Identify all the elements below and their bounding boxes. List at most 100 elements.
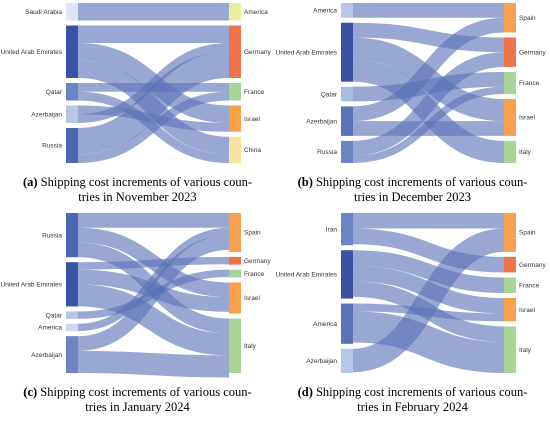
caption-d: (d) Shipping cost increments of various …: [275, 385, 550, 415]
sankey-link-united-arab-emirates-to-germany: [352, 22, 505, 53]
source-node-america: [341, 3, 353, 18]
source-label-qatar: Qatar: [46, 312, 63, 319]
target-node-israel: [504, 99, 516, 136]
source-node-qatar: [66, 83, 78, 101]
caption-b: (b) Shipping cost increments of various …: [275, 175, 550, 205]
caption-a: (a) Shipping cost increments of various …: [0, 175, 275, 205]
sankey-link-united-arab-emirates-to-france: [352, 250, 505, 293]
sankey-panel-b: America United Arab Emirates Qatar Azerbaij…: [275, 0, 550, 168]
target-label-france: France: [519, 80, 540, 87]
caption-c-letter: (c): [23, 385, 38, 399]
target-label-france: France: [244, 89, 265, 96]
caption-a-letter: (a): [22, 175, 38, 189]
sankey-link-iran-to-germany: [352, 228, 505, 273]
source-node-united-arab-emirates: [341, 22, 353, 82]
source-node-united-arab-emirates: [66, 262, 78, 307]
target-label-germany: Germany: [519, 49, 546, 56]
source-label-azerbaijan: Azerbaijan: [306, 358, 337, 365]
target-node-spain: [504, 213, 516, 252]
target-node-germany: [229, 25, 241, 78]
source-label-united-arab-emirates: United Arab Emirates: [1, 282, 63, 289]
caption-d-letter: (d): [297, 385, 313, 399]
target-node-italy: [504, 140, 516, 163]
target-label-israel: Israel: [519, 307, 535, 314]
sankey-links-d: [352, 213, 505, 373]
target-node-france: [229, 83, 241, 101]
source-label-united-arab-emirates: United Arab Emirates: [276, 272, 338, 279]
caption-d-line1: (d) Shipping cost increments of various …: [275, 385, 550, 400]
sankey-chart-d: Iran United Arab Emirates America Azerbaija…: [276, 213, 546, 373]
source-node-united-arab-emirates: [66, 25, 78, 78]
target-node-germany: [229, 256, 241, 265]
target-label-spain: Spain: [519, 230, 536, 237]
caption-d-line2: tries in February 2024: [357, 400, 468, 414]
target-node-israel: [504, 298, 516, 322]
target-node-france: [229, 269, 241, 278]
target-node-america: [229, 3, 241, 21]
target-label-germany: Germany: [244, 258, 271, 265]
target-label-italy: Italy: [519, 347, 532, 354]
sankey-link-united-arab-emirates-to-italy: [77, 284, 230, 356]
sankey-chart-a: Saudi Arabia United Arab Emirates Qatar Aze…: [1, 2, 271, 163]
sankey-links-b: [352, 2, 505, 164]
sankey-link-russia-to-france: [77, 91, 230, 163]
sankey-link-azerbaijan-to-germany: [77, 43, 230, 123]
target-node-germany: [504, 37, 516, 67]
target-label-israel: Israel: [244, 295, 260, 302]
sankey-link-america-to-italy: [352, 311, 505, 373]
source-label-azerbaijan: Azerbaijan: [306, 118, 337, 125]
target-node-china: [229, 136, 241, 163]
caption-b-letter: (b): [297, 175, 313, 189]
source-node-russia: [66, 213, 78, 258]
source-node-america: [341, 303, 353, 344]
target-node-italy: [504, 326, 516, 373]
source-node-azerbaijan: [66, 336, 78, 373]
caption-c-line1: (c) Shipping cost increments of various …: [0, 385, 275, 400]
sankey-panel-d: Iran United Arab Emirates America Azerbaija…: [275, 210, 550, 378]
target-node-germany: [504, 256, 516, 273]
source-label-russia: Russia: [42, 143, 62, 150]
source-label-iran: Iran: [326, 226, 338, 233]
source-label-qatar: Qatar: [321, 91, 338, 98]
target-label-italy: Italy: [519, 149, 532, 156]
sankey-link-qatar-to-france: [352, 71, 505, 102]
caption-c-text1: Shipping cost increments of various coun…: [40, 385, 252, 399]
source-label-united-arab-emirates: United Arab Emirates: [276, 49, 338, 56]
source-node-azerbaijan: [66, 105, 78, 123]
source-label-america: America: [313, 8, 337, 15]
target-label-spain: Spain: [244, 230, 261, 237]
target-node-israel: [229, 105, 241, 132]
source-node-saudi-arabia: [66, 3, 78, 21]
source-label-america: America: [38, 325, 62, 332]
source-node-qatar: [341, 86, 353, 102]
source-label-united-arab-emirates: United Arab Emirates: [1, 49, 63, 56]
source-node-russia: [341, 140, 353, 163]
sankey-link-united-arab-emirates-to-germany: [77, 256, 230, 270]
source-label-azerbaijan: Azerbaijan: [31, 111, 62, 118]
caption-a-text1: Shipping cost increments of various coun…: [40, 175, 253, 189]
target-label-israel: Israel: [519, 115, 535, 122]
sankey-link-russia-to-germany: [352, 52, 505, 156]
sankey-links-c: [77, 213, 230, 378]
sankey-link-azerbaijan-to-spain: [352, 228, 505, 373]
source-node-america: [66, 323, 78, 332]
caption-c-line2: tries in January 2024: [85, 400, 190, 414]
sankey-link-america-to-spain: [77, 227, 230, 332]
sankey-link-azerbaijan-to-italy: [77, 350, 230, 378]
caption-b-line2: tries in December 2023: [354, 190, 471, 204]
target-label-france: France: [244, 271, 265, 278]
sankey-panel-a: Saudi Arabia United Arab Emirates Qatar Aze…: [0, 0, 275, 168]
caption-a-line1: (a) Shipping cost increments of various …: [0, 175, 275, 190]
caption-a-line2: tries in November 2023: [78, 190, 197, 204]
target-label-america: America: [244, 9, 268, 16]
sankey-link-russia-to-france: [352, 86, 505, 164]
source-label-azerbaijan: Azerbaijan: [31, 352, 62, 359]
target-label-italy: Italy: [244, 343, 257, 350]
source-label-qatar: Qatar: [46, 89, 63, 96]
target-node-italy: [229, 318, 241, 373]
target-node-spain: [504, 3, 516, 33]
target-label-israel: Israel: [244, 116, 260, 123]
sankey-link-azerbaijan-to-spain: [77, 235, 230, 351]
source-label-america: America: [313, 321, 337, 328]
target-label-germany: Germany: [519, 262, 546, 269]
